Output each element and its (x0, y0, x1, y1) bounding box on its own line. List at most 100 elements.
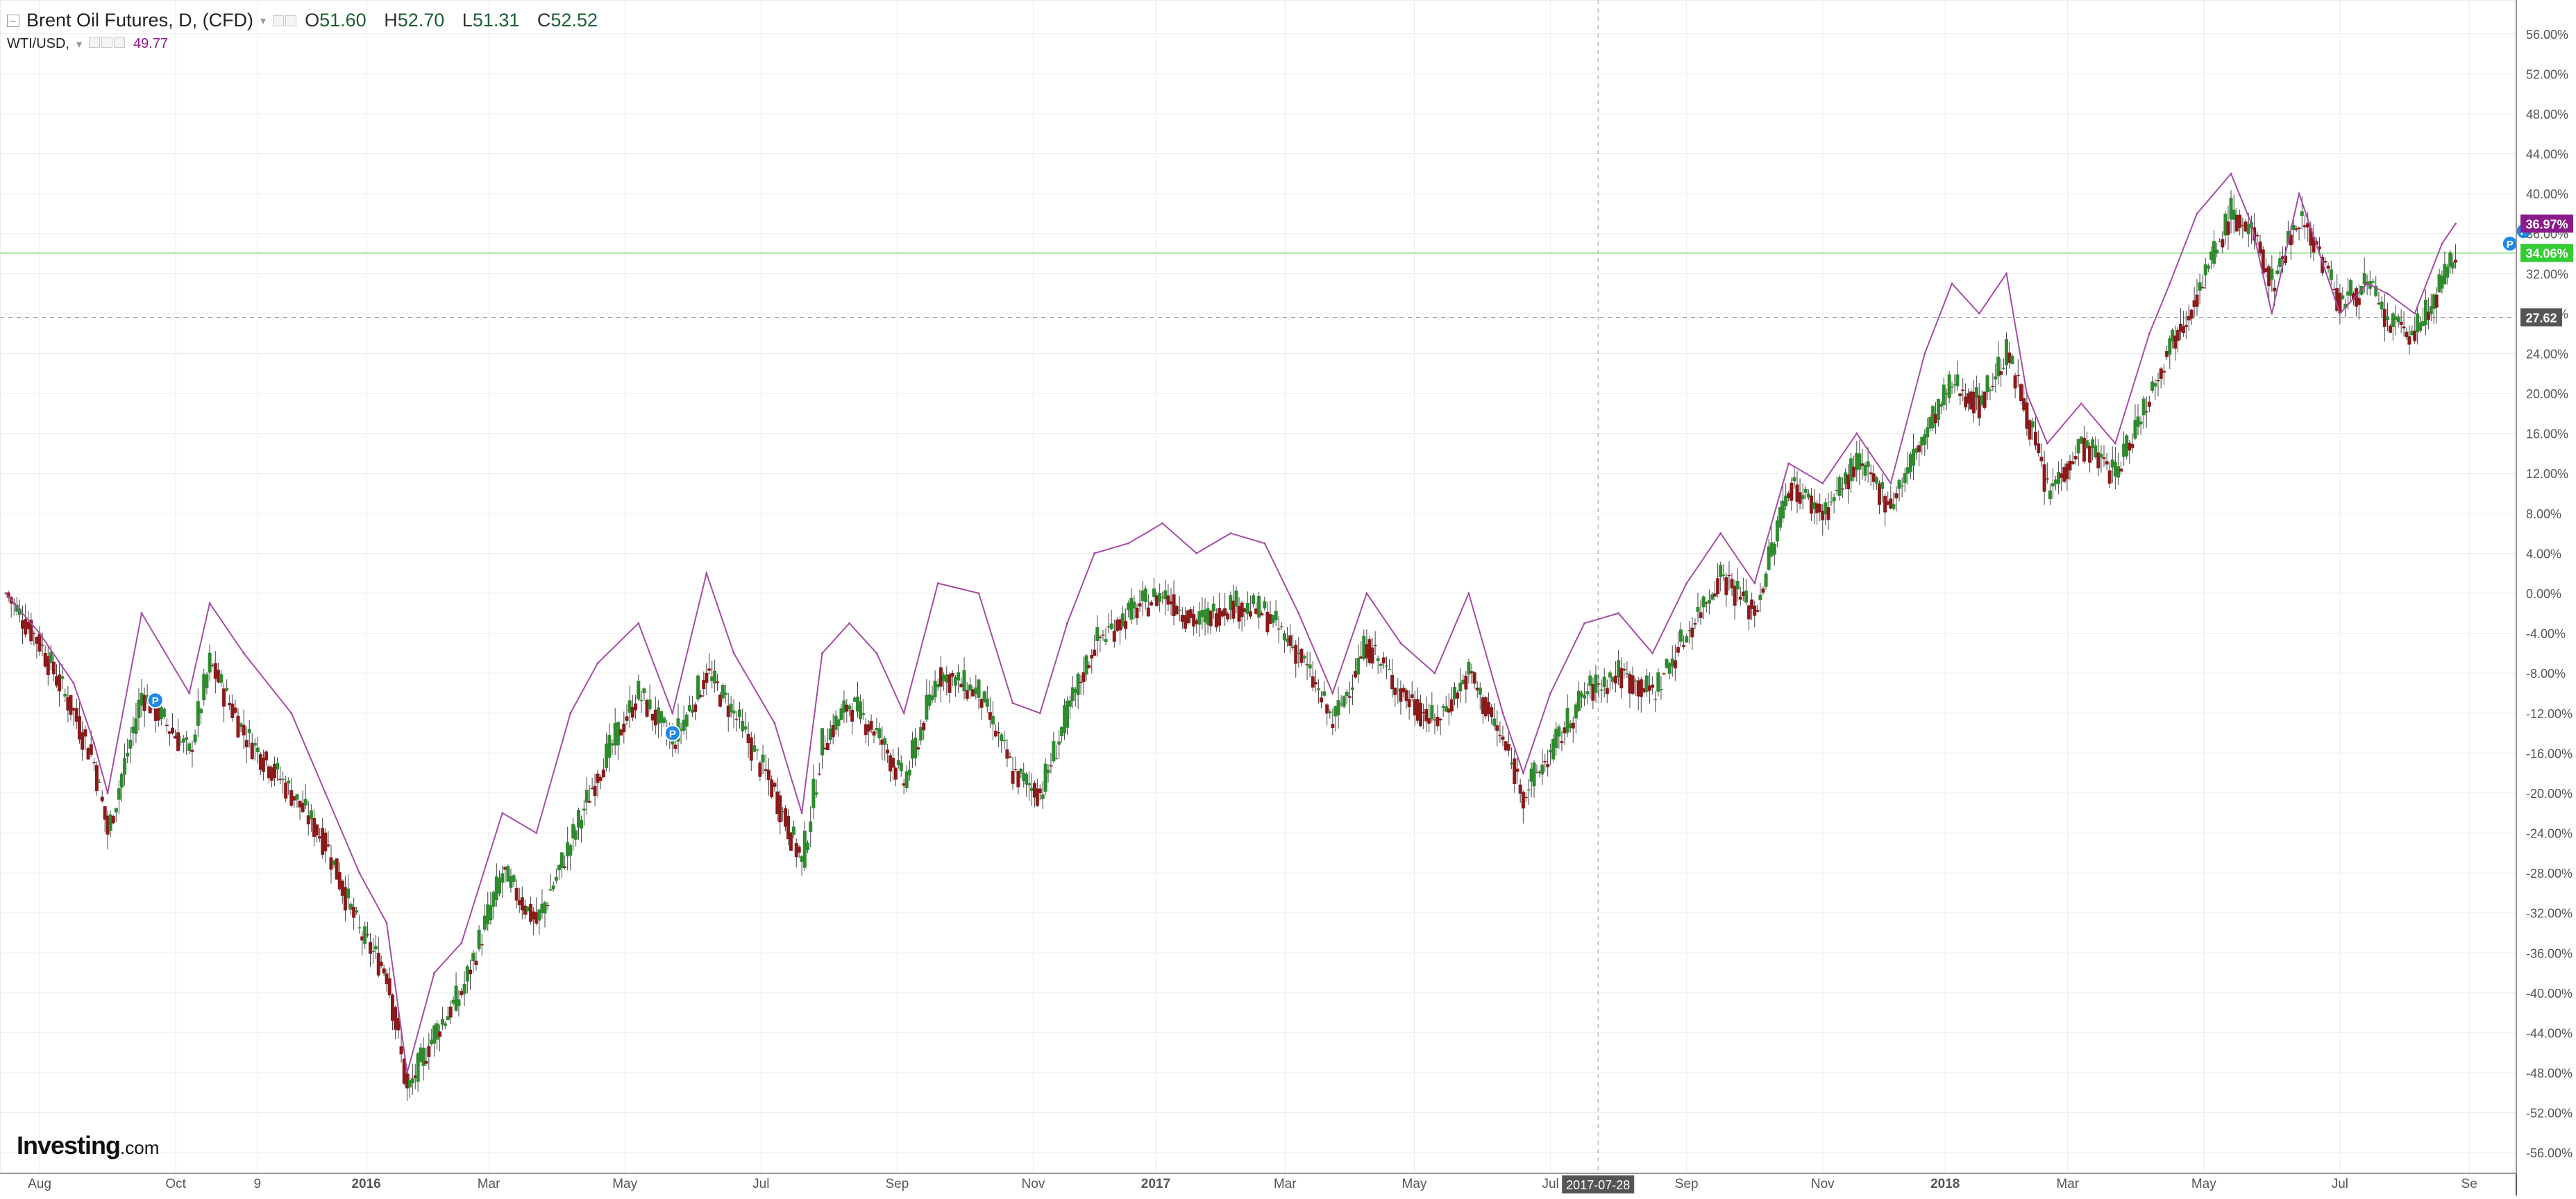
candle-body (770, 779, 774, 798)
dividend-markers[interactable]: PPPP (146, 223, 2532, 742)
candle-body (2346, 291, 2350, 296)
candle-body (1027, 783, 1032, 785)
candle (410, 1064, 414, 1095)
candle-body (1602, 677, 1606, 688)
candle-body (1738, 596, 1742, 600)
candle (460, 988, 464, 998)
candle-body (2215, 249, 2219, 254)
candle-body (2391, 313, 2395, 328)
candle (1129, 588, 1134, 624)
candle (1095, 615, 1100, 657)
x-tick-label: May (2191, 1177, 2216, 1191)
candle-body (520, 897, 524, 911)
candle-body (1220, 610, 1224, 617)
candle-body (968, 684, 972, 691)
collapse-icon[interactable]: − (7, 14, 19, 27)
dividend-marker-icon[interactable]: P (146, 692, 164, 709)
compare-last-badge: 36.97% (2520, 214, 2573, 233)
candle (1958, 393, 1962, 406)
candle-body (131, 726, 135, 733)
candle-body (2226, 221, 2230, 235)
settings-icon[interactable] (273, 15, 285, 26)
dividend-marker-icon[interactable]: P (664, 724, 681, 742)
candle-body (948, 674, 952, 693)
candle-body (1950, 386, 1954, 388)
candle (2139, 416, 2143, 435)
candle (1610, 676, 1615, 689)
candle-body (1659, 688, 1663, 690)
candle-body (823, 747, 827, 749)
candle (2258, 235, 2262, 257)
candle (850, 702, 855, 735)
visibility-icon[interactable] (285, 15, 297, 26)
candle-body (385, 973, 389, 985)
dividend-marker-icon[interactable]: P (2501, 235, 2518, 253)
candle-body (258, 754, 262, 770)
candle-body (86, 748, 90, 760)
candle-body (1538, 772, 1542, 773)
candle-body (910, 740, 914, 759)
candle (86, 747, 90, 760)
candle (228, 695, 232, 711)
candle-body (569, 845, 573, 856)
candle (1631, 666, 1635, 695)
candle-body (1195, 620, 1199, 624)
candle-body (1203, 609, 1207, 622)
candle (1121, 606, 1125, 630)
candle-body (396, 1017, 401, 1031)
candle-body (360, 936, 364, 941)
candle-body (58, 674, 62, 692)
candle-body (1852, 466, 1856, 477)
candle-body (540, 903, 544, 914)
main-series-title[interactable]: Brent Oil Futures, D, (CFD) (26, 10, 254, 31)
settings-icon[interactable] (89, 37, 101, 48)
candle-body (1730, 579, 1734, 588)
candle-body (971, 689, 975, 697)
candle (1458, 668, 1463, 703)
candle (2198, 273, 2202, 305)
wti-usd-point (800, 812, 803, 815)
close-icon[interactable] (114, 37, 126, 48)
candle (210, 663, 214, 668)
candle (1994, 363, 1998, 393)
y-tick-label: -44.00% (2526, 1026, 2573, 1040)
candle-body (2162, 371, 2166, 373)
candle-body (2130, 444, 2135, 448)
candle (1433, 713, 1437, 735)
candle-body (1313, 681, 1318, 685)
candle (659, 711, 663, 737)
candle (2380, 296, 2384, 318)
candle (1863, 462, 1867, 482)
wti-usd-point (72, 682, 75, 685)
candle (369, 933, 373, 967)
candle-body (494, 876, 498, 901)
candle (716, 674, 720, 691)
candle-body (1971, 391, 1976, 414)
compare-series-title[interactable]: WTI/USD, (7, 36, 69, 51)
candle (376, 937, 380, 978)
candle-body (1756, 610, 1760, 612)
candle-body (236, 715, 240, 738)
candle (532, 907, 536, 935)
candle-body (1350, 687, 1354, 690)
visibility-icon[interactable] (101, 37, 113, 48)
candle (1257, 592, 1261, 629)
candle-body (1294, 645, 1298, 664)
candle-body (899, 763, 903, 772)
candle-body (202, 674, 206, 701)
candle-body (477, 930, 481, 949)
candle-body (1251, 595, 1255, 604)
x-tick-label: Oct (165, 1177, 186, 1191)
candle (312, 808, 316, 847)
candle (1795, 470, 1799, 513)
chevron-down-icon[interactable]: ▾ (260, 15, 267, 27)
candle (571, 817, 575, 851)
candle-body (21, 620, 25, 629)
candle-body (2352, 293, 2355, 300)
candle-body (784, 808, 788, 827)
candle (1980, 390, 1984, 407)
candle (648, 684, 652, 712)
chevron-down-icon[interactable]: ▾ (76, 38, 83, 51)
